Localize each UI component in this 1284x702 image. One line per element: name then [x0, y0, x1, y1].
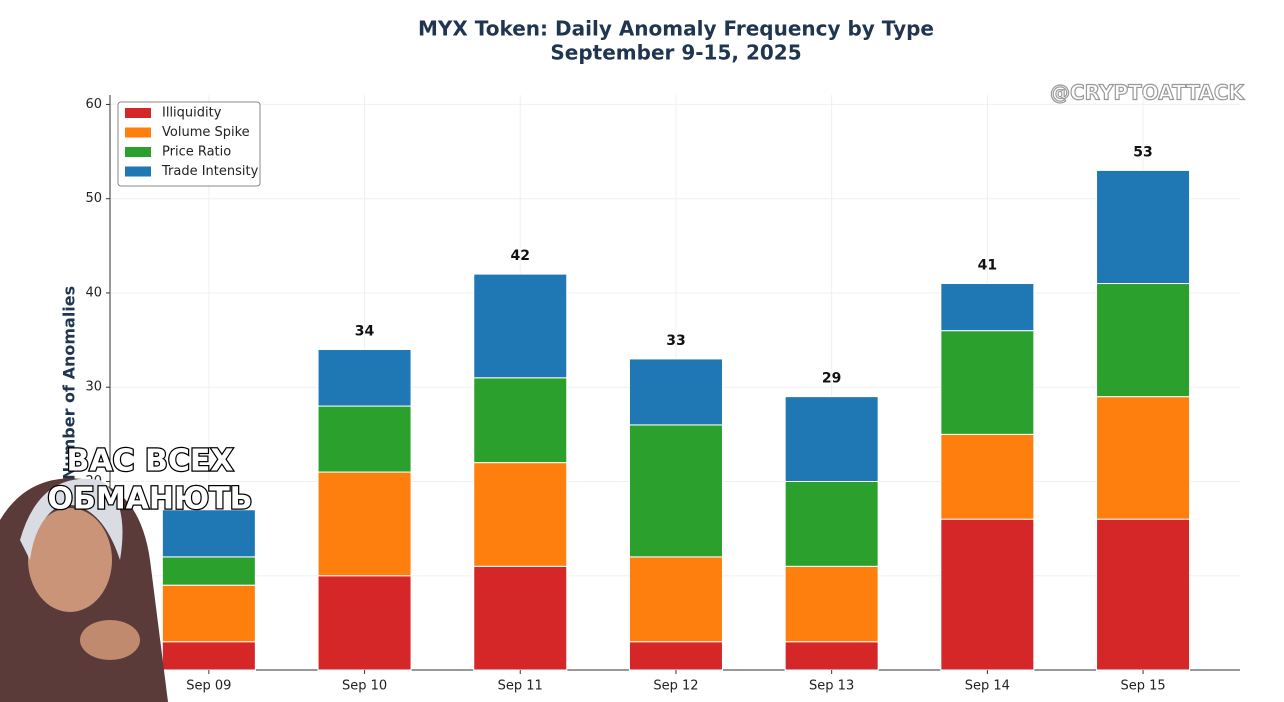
bar-segment	[1096, 283, 1191, 398]
bar-segment	[161, 584, 256, 643]
bar-segment	[1096, 169, 1191, 285]
legend-swatch	[125, 108, 151, 118]
y-axis-label: Number of Anomalies	[60, 286, 79, 480]
total-label: 53	[1133, 144, 1152, 160]
x-tick-label: Sep 13	[809, 679, 854, 694]
legend-swatch	[125, 147, 151, 157]
bar-segment	[784, 480, 879, 567]
x-tick-label: Sep 14	[965, 679, 1010, 694]
bar-segment	[784, 565, 879, 643]
bar-segment	[1096, 396, 1191, 520]
legend-label: Trade Intensity	[161, 164, 259, 179]
bar-segment	[628, 424, 723, 558]
x-tick-label: Sep 09	[186, 679, 231, 694]
meme-scarf	[20, 478, 123, 560]
bar-segment	[161, 641, 256, 671]
bar-segment	[940, 330, 1035, 435]
legend-label: Volume Spike	[162, 125, 250, 140]
meme-caption: ВАС ВСЕХ	[66, 444, 233, 479]
meme-hand	[80, 620, 140, 660]
chart-subtitle: September 9-15, 2025	[550, 41, 801, 65]
x-tick-label: Sep 12	[653, 679, 698, 694]
bar-segment	[628, 358, 723, 426]
bar-segment	[473, 565, 568, 671]
bar-segment	[628, 556, 723, 643]
bar-segment	[784, 641, 879, 671]
legend-swatch	[125, 127, 151, 138]
total-label: 34	[355, 324, 375, 340]
x-tick-label: Sep 10	[342, 679, 387, 694]
legend: Illiquidity Volume Spike Price Ratio Trade …	[117, 101, 261, 187]
bar-segment	[784, 396, 879, 482]
total-label: 41	[978, 258, 997, 274]
meme-caption: ОБМАНЮТЬ	[47, 482, 252, 517]
y-tick-label: 60	[85, 97, 102, 112]
x-tick-label: Sep 11	[498, 679, 543, 694]
bar-segment	[317, 471, 412, 577]
total-label: 42	[511, 248, 530, 264]
total-label: 33	[666, 333, 685, 349]
bar-segment	[473, 273, 568, 379]
x-tick-label: Sep 15	[1120, 679, 1165, 694]
y-tick-label: 30	[85, 380, 102, 395]
bar-segment	[628, 641, 723, 671]
y-tick-label: 50	[85, 191, 102, 206]
bar-segment	[473, 462, 568, 567]
meme-image	[0, 478, 168, 702]
total-label: 29	[822, 371, 841, 387]
bar-segment	[317, 405, 412, 473]
chart-title: MYX Token: Daily Anomaly Frequency by Ty…	[418, 17, 934, 41]
legend-label: Illiquidity	[162, 106, 222, 121]
bar-segment	[473, 377, 568, 464]
watermark: @CRYPTOATTACK	[1050, 81, 1246, 105]
bar-segment	[161, 509, 256, 558]
bar-segment	[940, 518, 1035, 671]
legend-swatch	[125, 166, 151, 177]
bar-segment	[1096, 518, 1191, 671]
meme-face	[28, 508, 112, 612]
bar-segment	[940, 283, 1035, 332]
bar-segment	[317, 575, 412, 671]
legend-label: Price Ratio	[162, 145, 231, 160]
legend-box	[117, 101, 261, 187]
y-tick-label: 40	[85, 285, 102, 300]
bar-segment	[317, 349, 412, 407]
bar-segment	[940, 433, 1035, 520]
bar-segment	[161, 556, 256, 586]
